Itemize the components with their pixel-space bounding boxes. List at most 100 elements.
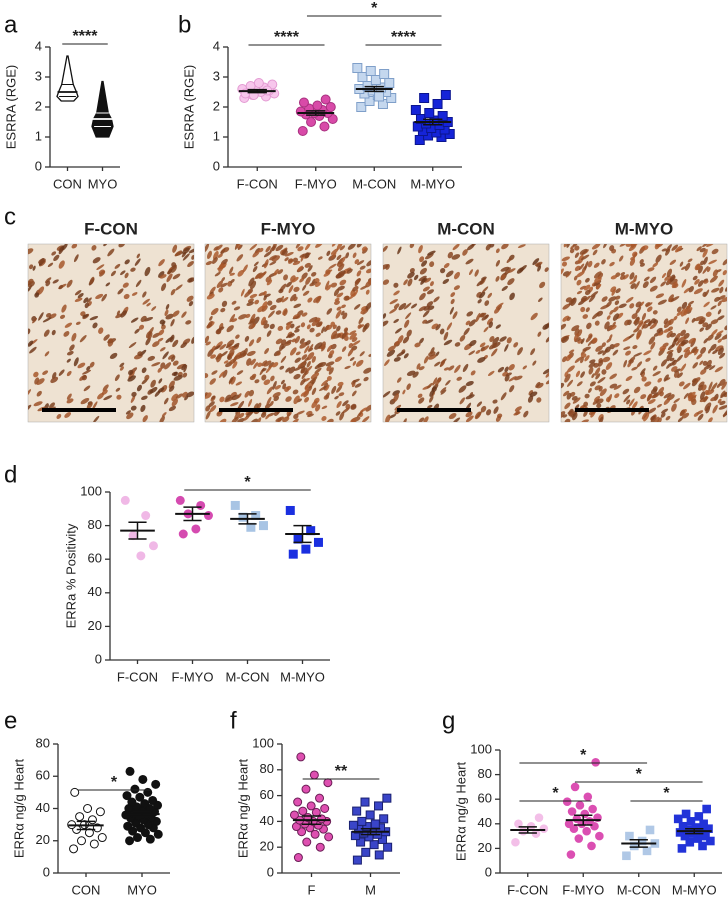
nucleus — [252, 250, 260, 258]
nucleus — [355, 359, 364, 367]
nucleus — [414, 342, 421, 348]
y-tick-label: 0 — [485, 864, 492, 879]
data-point — [196, 500, 206, 510]
nucleus — [170, 289, 176, 296]
nucleus — [245, 313, 251, 318]
nucleus — [480, 405, 487, 413]
nucleus — [80, 398, 90, 405]
nucleus — [344, 365, 351, 370]
data-point — [293, 797, 303, 807]
data-point — [419, 93, 430, 103]
nucleus — [236, 370, 244, 375]
nucleus — [636, 332, 641, 340]
nucleus — [336, 325, 341, 332]
nucleus — [702, 360, 708, 366]
nucleus — [278, 288, 284, 294]
nucleus — [631, 366, 638, 371]
nucleus — [95, 293, 104, 300]
nucleus — [115, 387, 121, 392]
data-point — [587, 841, 596, 851]
nucleus — [209, 315, 213, 321]
nucleus — [603, 244, 608, 249]
nucleus — [418, 397, 425, 404]
nucleus — [504, 374, 510, 382]
nucleus — [542, 368, 549, 375]
nucleus — [56, 413, 62, 419]
nucleus — [594, 320, 600, 326]
nucleus — [484, 300, 490, 306]
nucleus — [393, 318, 399, 324]
nucleus — [354, 383, 362, 388]
nucleus — [623, 346, 631, 351]
nucleus — [631, 401, 638, 410]
nucleus — [614, 300, 620, 306]
data-point — [132, 833, 142, 843]
nucleus — [205, 392, 208, 398]
nucleus — [694, 316, 704, 322]
nucleus — [244, 290, 252, 298]
nucleus — [263, 379, 271, 386]
nucleus — [218, 287, 224, 293]
micrograph-title: M-CON — [437, 219, 495, 238]
nucleus — [293, 296, 298, 302]
nucleus — [365, 404, 371, 412]
nucleus — [290, 293, 297, 302]
nucleus — [159, 319, 165, 325]
data-point — [369, 840, 379, 850]
nucleus — [186, 295, 194, 302]
nucleus — [649, 276, 657, 284]
nucleus — [671, 244, 679, 251]
nucleus — [306, 324, 311, 330]
nucleus — [205, 410, 211, 420]
nucleus — [64, 322, 73, 328]
nucleus — [341, 304, 346, 309]
nucleus — [248, 320, 254, 325]
nucleus — [564, 373, 571, 383]
nucleus — [362, 324, 368, 333]
nucleus — [699, 327, 705, 332]
nucleus — [705, 311, 712, 317]
nucleus — [704, 402, 712, 412]
nucleus — [598, 416, 604, 422]
nucleus — [32, 317, 38, 324]
nucleus — [393, 393, 399, 402]
data-point — [365, 810, 375, 820]
nucleus — [645, 357, 651, 362]
nucleus — [171, 398, 178, 407]
nucleus — [325, 324, 333, 330]
nucleus — [705, 323, 712, 331]
nucleus — [69, 344, 75, 351]
nucleus — [280, 379, 285, 385]
nucleus — [342, 400, 349, 407]
data-point — [370, 819, 380, 829]
y-tick-label: 1 — [213, 128, 220, 143]
nucleus — [501, 285, 508, 291]
nucleus — [387, 345, 396, 352]
nucleus — [419, 292, 426, 301]
data-point — [325, 102, 336, 112]
nucleus — [191, 254, 194, 260]
nucleus — [161, 283, 167, 292]
nucleus — [717, 315, 725, 321]
data-point — [580, 809, 590, 819]
nucleus — [483, 326, 489, 333]
nucleus — [66, 393, 72, 400]
nucleus — [350, 418, 357, 422]
nucleus — [34, 292, 40, 298]
nucleus — [597, 359, 604, 367]
nucleus — [466, 311, 474, 317]
nucleus — [28, 278, 34, 284]
nucleus — [710, 305, 717, 310]
nucleus — [573, 333, 579, 342]
nucleus — [138, 324, 145, 330]
nucleus — [529, 391, 538, 397]
data-point — [424, 108, 435, 118]
nucleus — [582, 346, 591, 352]
nucleus — [622, 388, 630, 395]
nucleus — [214, 345, 221, 350]
nucleus — [619, 244, 628, 247]
nucleus — [561, 336, 569, 343]
nucleus — [145, 331, 152, 339]
nucleus — [288, 285, 294, 294]
nucleus — [233, 306, 241, 311]
